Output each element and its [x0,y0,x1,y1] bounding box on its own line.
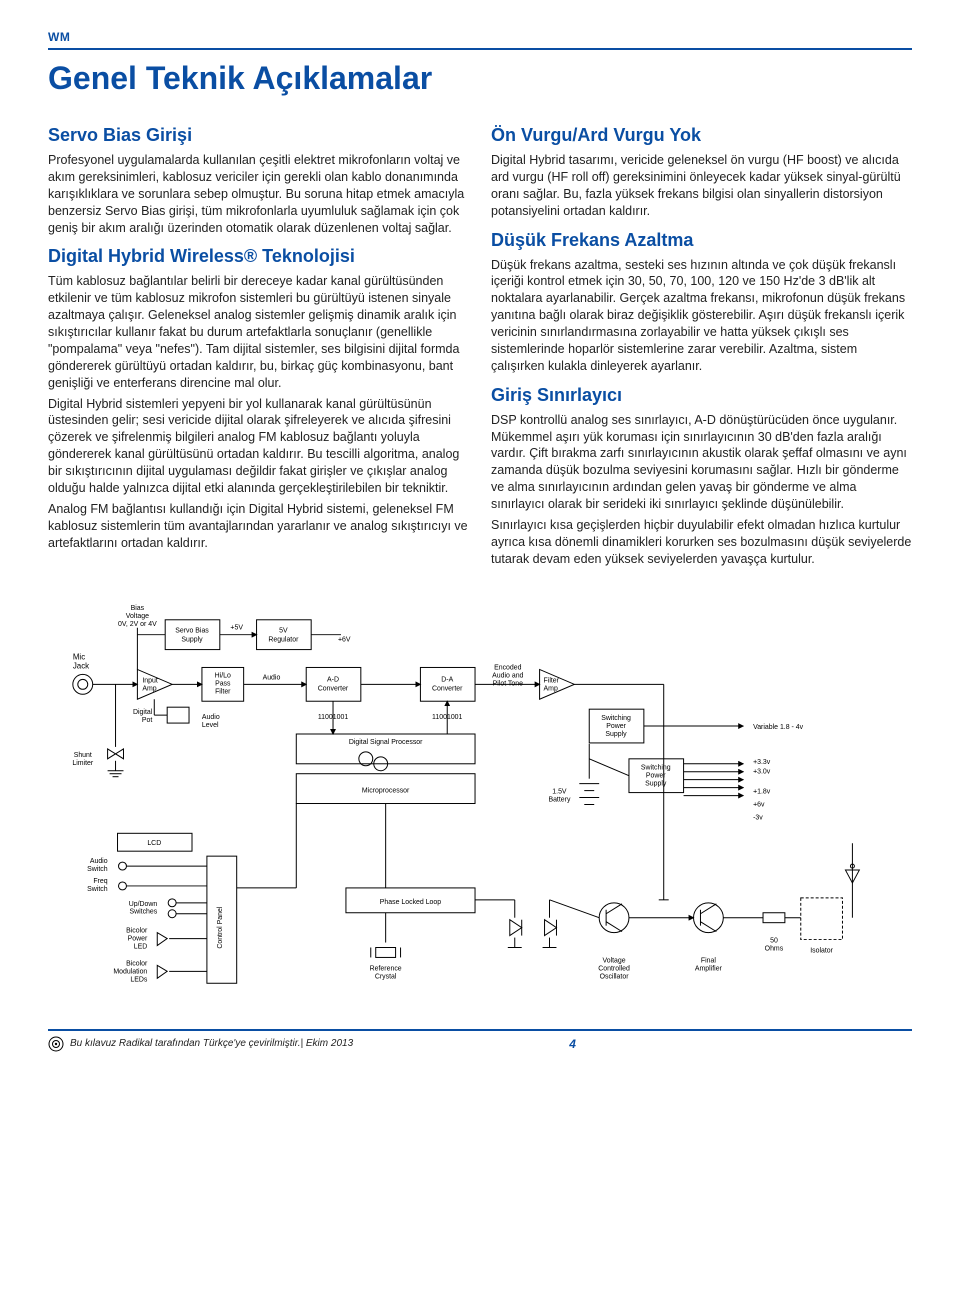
block-diagram: Mic Jack Bias Voltage 0V, 2V or 4V Servo… [48,590,912,1007]
svg-text:Filter: Filter [215,688,231,695]
svg-text:+6v: +6v [753,801,765,808]
svg-text:Level: Level [202,722,219,729]
svg-text:Audio: Audio [263,674,281,681]
svg-text:Phase Locked Loop: Phase Locked Loop [380,898,441,905]
section-servo-bias: Servo Bias Girişi [48,125,469,146]
svg-text:Audio and: Audio and [492,672,523,679]
limiter-p1: DSP kontrollü analog ses sınırlayıcı, A-… [491,412,912,513]
svg-text:Shunt: Shunt [74,751,92,758]
page-footer: Bu kılavuz Radikal tarafından Türkçe'ye … [48,1029,912,1052]
svg-text:Servo Bias: Servo Bias [175,627,209,634]
svg-text:Encoded: Encoded [494,664,522,671]
svg-text:Switch: Switch [87,866,108,873]
svg-text:A-D: A-D [327,676,339,683]
svg-text:Jack: Jack [73,661,89,670]
section-limiter: Giriş Sınırlayıcı [491,385,912,406]
page-number: 4 [569,1037,576,1051]
svg-text:Isolator: Isolator [810,947,833,954]
svg-text:Audio: Audio [90,858,108,865]
svg-text:Pilot Tone: Pilot Tone [493,680,523,687]
svg-text:-3v: -3v [753,814,763,821]
svg-text:Converter: Converter [432,685,463,692]
svg-text:LEDs: LEDs [130,976,147,983]
svg-text:Audio: Audio [202,714,220,721]
emphasis-body: Digital Hybrid tasarımı, vericide gelene… [491,152,912,220]
svg-text:Oscillator: Oscillator [600,973,630,980]
svg-text:Converter: Converter [318,685,349,692]
dhw-p2: Digital Hybrid sistemleri yepyeni bir yo… [48,396,469,497]
limiter-p2: Sınırlayıcı kısa geçişlerden hiçbir duyu… [491,517,912,568]
svg-text:0V, 2V or 4V: 0V, 2V or 4V [118,620,157,627]
svg-text:1.5V: 1.5V [552,788,567,795]
block-diagram-svg: Mic Jack Bias Voltage 0V, 2V or 4V Servo… [48,590,912,1007]
svg-text:Amp: Amp [142,685,156,692]
svg-text:+3.3v: +3.3v [753,758,771,765]
svg-text:Supply: Supply [181,636,203,643]
svg-text:Digital: Digital [133,709,153,716]
section-emphasis: Ön Vurgu/Ard Vurgu Yok [491,125,912,146]
svg-text:Ohms: Ohms [765,945,784,952]
svg-text:Reference: Reference [370,965,402,972]
svg-text:Switches: Switches [129,908,157,915]
svg-text:Final: Final [701,957,716,964]
svg-text:Mic: Mic [73,652,85,661]
left-column: Servo Bias Girişi Profesyonel uygulamala… [48,115,469,572]
svg-text:Control Panel: Control Panel [217,906,224,948]
svg-text:LED: LED [134,943,147,950]
svg-text:Bicolor: Bicolor [126,960,148,967]
svg-text:Switching: Switching [601,715,631,722]
svg-text:Voltage: Voltage [126,612,149,619]
dhw-p3: Analog FM bağlantısı kullandığı için Dig… [48,501,469,552]
svg-text:Switching: Switching [641,764,671,771]
brand-label: WM [48,30,70,44]
svg-text:D-A: D-A [441,676,453,683]
lf-body: Düşük frekans azaltma, sesteki ses hızın… [491,257,912,375]
svg-text:Microprocessor: Microprocessor [362,787,410,794]
svg-text:Limiter: Limiter [72,759,94,766]
svg-text:+3.0v: +3.0v [753,768,771,775]
dhw-p1: Tüm kablosuz bağlantılar belirli bir der… [48,273,469,391]
page-title: Genel Teknik Açıklamalar [48,60,912,97]
right-column: Ön Vurgu/Ard Vurgu Yok Digital Hybrid ta… [491,115,912,572]
svg-text:Filter: Filter [544,677,560,684]
footer-left-text: Bu kılavuz Radikal tarafından Türkçe'ye … [70,1038,353,1049]
svg-text:Pot: Pot [142,717,152,724]
svg-text:+1.8v: +1.8v [753,788,771,795]
svg-text:50: 50 [770,937,778,944]
svg-text:Amplifier: Amplifier [695,965,723,972]
svg-text:Crystal: Crystal [375,973,397,980]
svg-text:Digital Signal Processor: Digital Signal Processor [349,738,423,745]
svg-text:Modulation: Modulation [113,968,147,975]
svg-text:+6V: +6V [338,636,351,643]
svg-text:Freq: Freq [93,877,107,884]
svg-text:+5V: +5V [230,624,243,631]
svg-text:LCD: LCD [147,840,161,847]
svg-text:Bicolor: Bicolor [126,927,148,934]
svg-text:5V: 5V [279,627,288,634]
svg-text:Power: Power [606,723,626,730]
content-columns: Servo Bias Girişi Profesyonel uygulamala… [48,115,912,572]
svg-text:Variable 1.8 - 4v: Variable 1.8 - 4v [753,724,804,731]
svg-text:Controlled: Controlled [598,965,630,972]
footer-logo-icon [48,1036,64,1052]
svg-text:Switch: Switch [87,885,108,892]
section-lf-rolloff: Düşük Frekans Azaltma [491,230,912,251]
svg-text:Amp: Amp [544,685,558,692]
svg-text:Bias: Bias [131,604,145,611]
svg-text:Input: Input [142,677,158,684]
svg-text:Regulator: Regulator [268,636,299,643]
svg-text:Up/Down: Up/Down [129,900,158,907]
svg-text:Supply: Supply [605,730,627,737]
svg-text:Voltage: Voltage [602,957,625,964]
top-brand-bar: WM [48,28,912,50]
section-dhw: Digital Hybrid Wireless® Teknolojisi [48,246,469,267]
svg-text:Hi/Lo: Hi/Lo [215,672,231,679]
footer-left: Bu kılavuz Radikal tarafından Türkçe'ye … [48,1036,353,1052]
svg-text:Pass: Pass [215,680,231,687]
svg-text:Power: Power [128,935,148,942]
svg-text:Battery: Battery [548,796,571,803]
servo-bias-body: Profesyonel uygulamalarda kullanılan çeş… [48,152,469,236]
